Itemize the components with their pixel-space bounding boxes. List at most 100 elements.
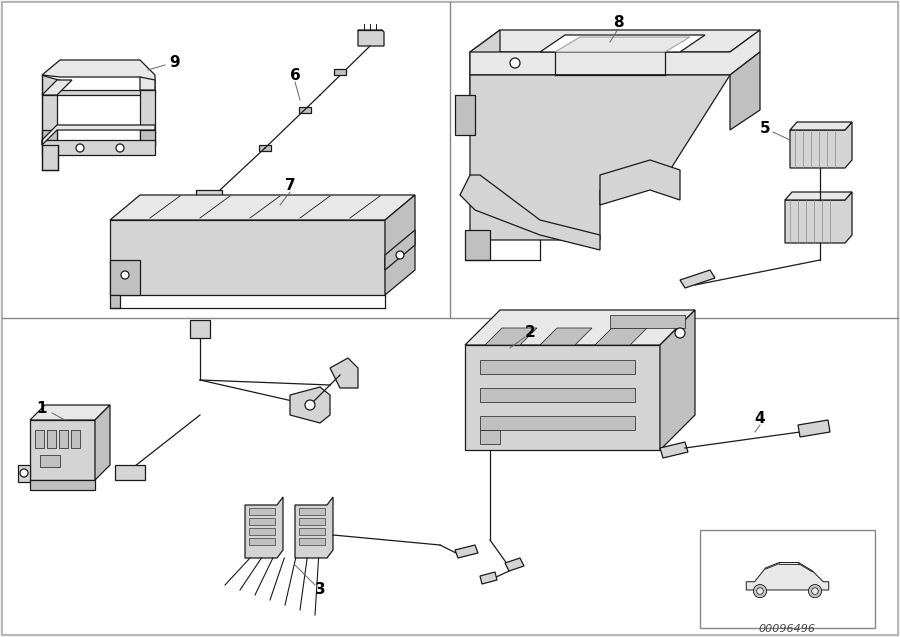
Polygon shape: [18, 465, 30, 482]
Polygon shape: [42, 140, 155, 155]
Polygon shape: [746, 562, 829, 590]
Polygon shape: [30, 405, 110, 420]
Polygon shape: [798, 420, 830, 437]
Circle shape: [753, 585, 767, 598]
Text: 1: 1: [37, 401, 47, 415]
Circle shape: [305, 400, 315, 410]
Text: 00096496: 00096496: [759, 624, 815, 634]
Polygon shape: [660, 442, 688, 458]
Text: 5: 5: [760, 120, 770, 136]
Bar: [249, 538, 275, 545]
Bar: [299, 528, 325, 535]
Polygon shape: [334, 69, 346, 75]
Bar: [299, 508, 325, 515]
Polygon shape: [465, 345, 660, 450]
Polygon shape: [595, 328, 647, 345]
Polygon shape: [455, 545, 478, 558]
Polygon shape: [465, 310, 695, 345]
Polygon shape: [42, 130, 57, 145]
Polygon shape: [480, 572, 497, 584]
Polygon shape: [460, 175, 600, 250]
Polygon shape: [358, 30, 384, 46]
Bar: [299, 538, 325, 545]
Bar: [455, 95, 475, 135]
Polygon shape: [110, 295, 120, 308]
Polygon shape: [485, 328, 537, 345]
Polygon shape: [110, 260, 140, 295]
Bar: [35, 430, 44, 448]
Polygon shape: [245, 497, 283, 558]
Polygon shape: [110, 220, 385, 295]
Polygon shape: [790, 122, 852, 130]
Polygon shape: [110, 195, 415, 220]
Polygon shape: [299, 107, 311, 113]
Circle shape: [116, 144, 124, 152]
Text: 6: 6: [290, 68, 301, 83]
Polygon shape: [330, 358, 358, 388]
Circle shape: [76, 144, 84, 152]
Polygon shape: [555, 37, 690, 52]
Text: 7: 7: [284, 178, 295, 192]
Polygon shape: [42, 125, 155, 145]
Polygon shape: [259, 145, 271, 151]
Text: 2: 2: [525, 324, 535, 340]
Polygon shape: [30, 420, 95, 480]
Polygon shape: [470, 30, 500, 100]
Polygon shape: [785, 192, 852, 200]
Polygon shape: [470, 30, 760, 52]
Polygon shape: [470, 75, 730, 240]
Circle shape: [675, 328, 685, 338]
Circle shape: [510, 58, 520, 68]
Bar: [249, 528, 275, 535]
Bar: [47, 430, 56, 448]
Polygon shape: [385, 230, 415, 270]
Text: 4: 4: [755, 410, 765, 426]
Polygon shape: [785, 192, 852, 243]
Bar: [700, 530, 875, 628]
Polygon shape: [540, 35, 705, 52]
Polygon shape: [140, 130, 155, 145]
Polygon shape: [290, 387, 330, 423]
Polygon shape: [196, 190, 222, 206]
Bar: [40, 455, 60, 467]
Bar: [249, 508, 275, 515]
Polygon shape: [42, 95, 57, 145]
Polygon shape: [505, 558, 524, 571]
Circle shape: [121, 271, 129, 279]
Circle shape: [757, 588, 763, 594]
Polygon shape: [95, 405, 110, 480]
Polygon shape: [140, 77, 155, 90]
Bar: [480, 430, 500, 444]
Text: 8: 8: [613, 15, 624, 29]
Polygon shape: [190, 320, 210, 338]
Polygon shape: [42, 60, 155, 90]
Polygon shape: [295, 497, 333, 558]
Circle shape: [20, 469, 28, 477]
Polygon shape: [42, 145, 58, 170]
Bar: [71, 430, 80, 448]
Polygon shape: [680, 270, 715, 288]
Bar: [480, 388, 635, 402]
Polygon shape: [465, 230, 490, 260]
Circle shape: [808, 585, 822, 598]
Circle shape: [396, 251, 404, 259]
Polygon shape: [610, 315, 685, 328]
Polygon shape: [540, 328, 592, 345]
Polygon shape: [140, 90, 155, 145]
Polygon shape: [470, 30, 760, 75]
Polygon shape: [115, 465, 145, 480]
Bar: [480, 360, 635, 374]
Polygon shape: [30, 480, 95, 490]
Polygon shape: [660, 310, 695, 450]
Polygon shape: [600, 160, 680, 205]
Bar: [299, 518, 325, 525]
Polygon shape: [730, 52, 760, 130]
Bar: [59, 430, 68, 448]
Circle shape: [812, 588, 818, 594]
Bar: [480, 416, 635, 430]
Polygon shape: [385, 195, 415, 295]
Text: 3: 3: [315, 582, 325, 598]
Text: 9: 9: [170, 55, 180, 69]
Bar: [249, 518, 275, 525]
Polygon shape: [42, 80, 72, 95]
